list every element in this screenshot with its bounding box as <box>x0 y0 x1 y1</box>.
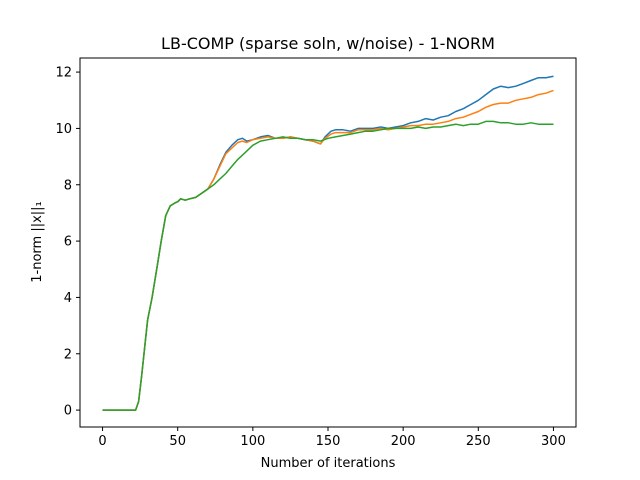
plot-area <box>79 57 577 428</box>
y-tick-label: 0 <box>64 404 72 419</box>
x-tick-label: 100 <box>240 434 265 449</box>
y-axis-ticks: 0 2 4 6 8 10 12 <box>55 66 80 419</box>
x-tick-label: 150 <box>316 434 341 449</box>
x-tick-label: 300 <box>541 434 566 449</box>
y-tick-label: 6 <box>64 235 72 250</box>
x-axis-ticks: 0 50 100 150 200 250 300 <box>98 427 566 449</box>
series-layer <box>102 75 554 411</box>
y-tick-label: 10 <box>55 122 72 137</box>
x-tick-label: 200 <box>391 434 416 449</box>
y-tick-label: 4 <box>64 291 72 306</box>
x-tick-label: 50 <box>169 434 186 449</box>
y-tick-label: 12 <box>55 66 72 81</box>
x-tick-label: 0 <box>98 434 106 449</box>
chart-title: LB-COMP (sparse soln, w/noise) - 1-NORM <box>161 34 495 53</box>
y-tick-label: 8 <box>64 178 72 193</box>
series-line-3 <box>102 120 554 411</box>
x-tick-label: 250 <box>466 434 491 449</box>
x-axis-label: Number of iterations <box>261 456 396 471</box>
plot-background <box>80 58 576 427</box>
y-axis-label: 1-norm ||x||₁ <box>30 201 45 283</box>
y-tick-label: 2 <box>64 347 72 362</box>
